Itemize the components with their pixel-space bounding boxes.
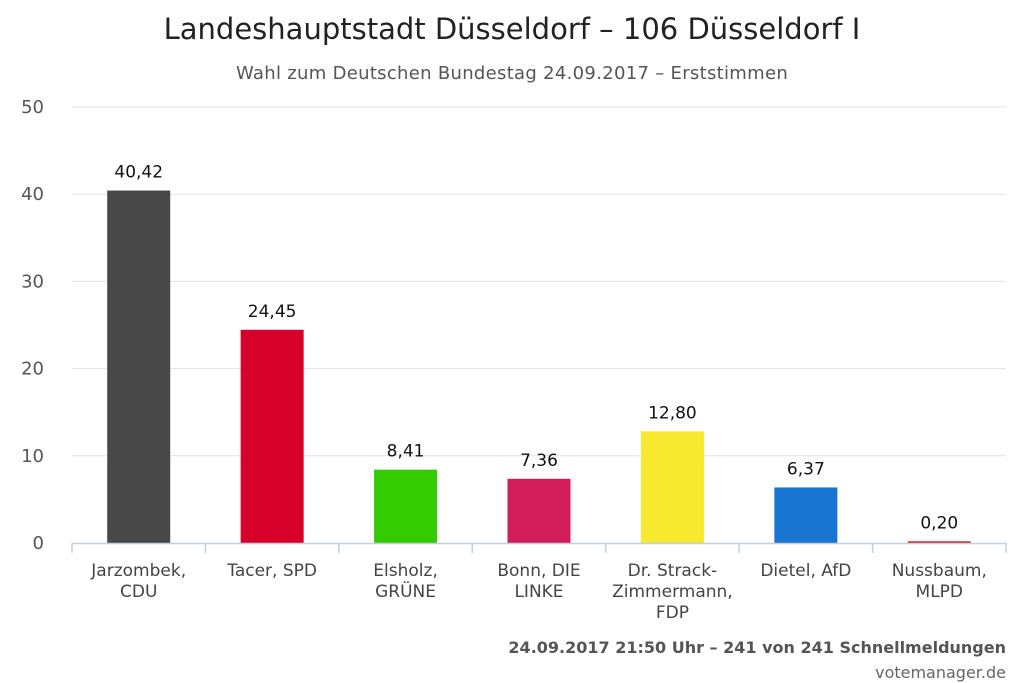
y-tick-label: 20 bbox=[21, 359, 44, 380]
x-category-label: Bonn, DIE LINKE bbox=[497, 561, 580, 602]
bar[interactable] bbox=[774, 487, 838, 543]
x-category-label: Tacer, SPD bbox=[226, 561, 317, 581]
bar[interactable] bbox=[507, 478, 571, 543]
x-category-line: LINKE bbox=[514, 582, 563, 602]
y-tick-label: 10 bbox=[21, 446, 44, 467]
x-category-label: Elsholz, GRÜNE bbox=[373, 561, 438, 602]
chart-title: Landeshauptstadt Düsseldorf – 106 Düssel… bbox=[163, 12, 861, 46]
x-category-line: CDU bbox=[120, 582, 157, 602]
footer-source-link[interactable]: votemanager.de bbox=[875, 663, 1006, 682]
bar[interactable] bbox=[240, 329, 304, 543]
data-labels: 40,42 24,45 8,41 7,36 12,80 6,37 0,20 bbox=[114, 163, 958, 534]
x-category-line: Bonn, DIE bbox=[497, 561, 580, 581]
data-label: 0,20 bbox=[920, 513, 958, 533]
data-label: 12,80 bbox=[648, 403, 697, 423]
data-label: 7,36 bbox=[520, 451, 558, 471]
data-label: 8,41 bbox=[387, 442, 425, 462]
data-label: 6,37 bbox=[787, 459, 825, 479]
x-category-line: Elsholz, bbox=[373, 561, 438, 581]
chart-subtitle: Wahl zum Deutschen Bundestag 24.09.2017 … bbox=[235, 63, 789, 84]
x-category-line: Nussbaum, bbox=[892, 561, 987, 581]
x-category-line: Dietel, AfD bbox=[760, 561, 851, 581]
x-category-line: GRÜNE bbox=[375, 580, 436, 602]
gridlines bbox=[72, 106, 1006, 457]
x-category-line: Jarzombek, bbox=[90, 561, 186, 581]
footer-credit: 24.09.2017 21:50 Uhr – 241 von 241 Schne… bbox=[508, 638, 1006, 657]
y-tick-label: 0 bbox=[33, 533, 44, 554]
bar[interactable] bbox=[640, 431, 704, 543]
x-category-label: Jarzombek, CDU bbox=[90, 561, 186, 602]
x-axis bbox=[71, 542, 1007, 553]
x-category-line: Dr. Strack- bbox=[628, 561, 718, 581]
y-tick-label: 30 bbox=[21, 271, 44, 292]
bar[interactable] bbox=[374, 469, 438, 543]
bar[interactable] bbox=[107, 190, 171, 543]
data-label: 40,42 bbox=[114, 163, 163, 183]
data-label: 24,45 bbox=[248, 302, 297, 322]
x-category-line: MLPD bbox=[916, 582, 963, 602]
x-category-label: Dr. Strack-Zimmermann, FDP bbox=[612, 561, 733, 623]
x-category-line: FDP bbox=[656, 603, 689, 623]
bar[interactable] bbox=[907, 541, 971, 543]
x-category-label: Dietel, AfD bbox=[760, 561, 851, 581]
y-tick-label: 50 bbox=[21, 97, 44, 118]
y-tick-label: 40 bbox=[21, 184, 44, 205]
x-category-label: Nussbaum, MLPD bbox=[892, 561, 987, 602]
x-category-line: Zimmermann, bbox=[612, 582, 733, 602]
x-category-line: Tacer, SPD bbox=[226, 561, 317, 581]
y-axis-ticks: 0 10 20 30 40 50 bbox=[21, 97, 44, 554]
x-axis-categories: Jarzombek, CDU Tacer, SPD Elsholz, GRÜNE Bonn… bbox=[90, 561, 987, 623]
bars bbox=[107, 190, 971, 543]
